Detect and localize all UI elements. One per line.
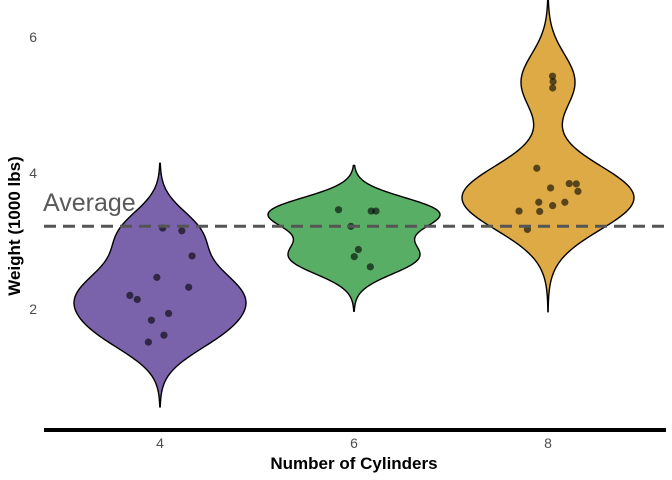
violin-layer <box>73 0 635 408</box>
x-tick-label: 4 <box>156 435 164 451</box>
data-point <box>536 207 544 216</box>
x-tick-labels: 4 6 8 <box>156 435 552 451</box>
data-point <box>548 72 557 80</box>
violin-4-cyl <box>73 162 247 408</box>
data-point <box>350 253 358 261</box>
data-point <box>515 207 523 215</box>
data-point <box>164 309 173 318</box>
data-point <box>549 84 557 92</box>
data-point <box>133 295 141 304</box>
data-point <box>354 245 362 254</box>
data-point <box>366 263 374 271</box>
data-point <box>185 283 193 291</box>
x-axis-title: Number of Cylinders <box>270 454 437 473</box>
data-point <box>367 207 375 215</box>
violin-8-cyl <box>461 0 635 313</box>
data-point <box>574 187 582 195</box>
data-point <box>549 77 557 86</box>
data-point <box>572 180 580 188</box>
y-axis-title: Weight (1000 lbs) <box>5 156 24 296</box>
y-tick-label: 6 <box>29 29 37 45</box>
violin-6-cyl <box>267 164 441 312</box>
data-point <box>126 291 134 299</box>
data-point <box>561 198 569 206</box>
data-point <box>178 227 186 235</box>
data-point <box>334 206 343 214</box>
data-point <box>188 252 196 260</box>
data-point <box>144 338 152 346</box>
data-point <box>160 331 168 339</box>
average-label: Average <box>43 189 136 217</box>
x-tick-label: 6 <box>350 435 358 451</box>
points-layer <box>126 72 582 346</box>
y-tick-label: 2 <box>29 301 37 317</box>
data-point <box>549 202 557 210</box>
data-point <box>546 184 555 192</box>
y-tick-labels: 2 4 6 <box>29 29 37 317</box>
x-tick-label: 8 <box>544 435 552 451</box>
y-tick-label: 4 <box>29 165 37 181</box>
data-point <box>533 164 541 172</box>
data-point <box>147 316 156 324</box>
data-point <box>535 198 543 206</box>
data-point <box>153 273 161 281</box>
data-point <box>565 179 573 188</box>
